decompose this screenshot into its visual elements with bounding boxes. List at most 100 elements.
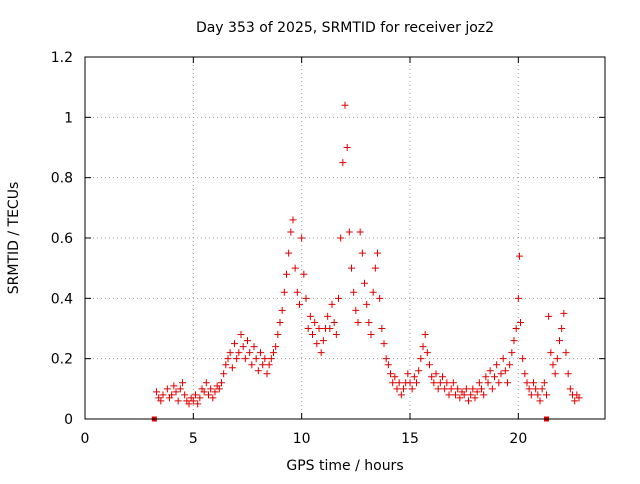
data-point bbox=[170, 382, 178, 390]
data-point bbox=[222, 361, 230, 369]
data-point bbox=[540, 379, 548, 387]
y-tick-label: 1.2 bbox=[51, 50, 73, 66]
data-point bbox=[345, 228, 353, 236]
grid-lines bbox=[85, 57, 605, 419]
data-point bbox=[564, 370, 572, 378]
data-point bbox=[205, 391, 212, 399]
data-points bbox=[151, 101, 583, 422]
data-point bbox=[241, 355, 249, 363]
data-point bbox=[387, 370, 394, 378]
data-point bbox=[237, 331, 245, 339]
data-point bbox=[491, 373, 498, 381]
data-point bbox=[506, 361, 514, 369]
data-point bbox=[328, 300, 336, 308]
data-point bbox=[228, 364, 236, 372]
data-point bbox=[441, 385, 449, 393]
y-tick-label: 0.4 bbox=[51, 291, 73, 307]
data-point bbox=[233, 355, 241, 363]
data-point bbox=[330, 318, 338, 326]
data-point bbox=[532, 385, 540, 393]
data-point bbox=[445, 391, 453, 399]
data-point bbox=[575, 394, 583, 402]
data-point bbox=[369, 288, 377, 296]
data-point bbox=[200, 388, 208, 396]
data-point bbox=[380, 340, 388, 348]
data-point bbox=[317, 349, 325, 357]
data-point bbox=[302, 294, 310, 302]
data-point bbox=[475, 379, 483, 387]
data-point bbox=[254, 367, 262, 375]
tick-labels: 0 5 10 15 20 0 0.2 0.4 0.6 0.8 1 1.2 bbox=[51, 50, 528, 447]
data-point bbox=[374, 249, 381, 257]
data-point bbox=[272, 343, 280, 351]
data-point bbox=[341, 101, 349, 109]
data-point bbox=[393, 385, 401, 393]
data-point bbox=[454, 385, 462, 393]
data-point bbox=[413, 379, 420, 387]
data-point bbox=[456, 394, 464, 402]
data-point bbox=[153, 388, 160, 396]
data-point bbox=[304, 325, 312, 332]
data-point bbox=[499, 355, 507, 363]
data-point bbox=[495, 379, 503, 387]
data-point bbox=[332, 331, 340, 339]
data-point bbox=[283, 270, 290, 278]
data-point bbox=[432, 370, 440, 378]
data-point bbox=[439, 373, 446, 381]
data-point bbox=[261, 355, 269, 363]
data-point bbox=[354, 318, 362, 326]
data-point bbox=[480, 391, 488, 399]
data-point bbox=[263, 370, 271, 378]
data-point bbox=[473, 388, 481, 396]
data-point bbox=[497, 370, 505, 378]
data-point bbox=[371, 264, 379, 272]
data-point bbox=[382, 355, 390, 363]
data-point bbox=[335, 294, 342, 302]
data-point bbox=[202, 379, 210, 387]
data-point bbox=[274, 331, 282, 339]
data-point bbox=[465, 397, 472, 405]
data-point bbox=[365, 318, 373, 326]
data-point bbox=[319, 337, 327, 345]
data-point bbox=[525, 385, 533, 393]
data-point bbox=[226, 349, 234, 357]
data-point bbox=[530, 379, 537, 387]
data-point bbox=[163, 385, 171, 393]
data-point bbox=[419, 343, 427, 351]
data-point bbox=[488, 385, 496, 393]
data-point bbox=[447, 385, 455, 393]
data-point bbox=[400, 385, 407, 393]
x-tick-label: 10 bbox=[293, 431, 311, 447]
data-point bbox=[436, 379, 444, 387]
data-point bbox=[389, 379, 397, 387]
data-point bbox=[543, 391, 550, 399]
data-point bbox=[551, 370, 559, 378]
data-point bbox=[395, 379, 403, 387]
data-point bbox=[235, 349, 243, 357]
data-point bbox=[547, 349, 555, 357]
data-point bbox=[326, 325, 334, 332]
data-point bbox=[471, 394, 479, 402]
data-point bbox=[313, 340, 321, 348]
y-tick-label: 0.8 bbox=[51, 171, 73, 187]
y-tick-label: 1 bbox=[64, 110, 73, 126]
data-point bbox=[159, 391, 167, 399]
data-point bbox=[562, 349, 570, 357]
data-point bbox=[289, 216, 297, 224]
data-point bbox=[410, 373, 418, 381]
data-point bbox=[179, 379, 186, 387]
data-point bbox=[460, 391, 468, 399]
data-point bbox=[174, 397, 182, 405]
data-point bbox=[343, 144, 351, 151]
data-point bbox=[452, 391, 459, 399]
data-point bbox=[291, 264, 299, 272]
data-point bbox=[337, 234, 345, 242]
data-point bbox=[356, 228, 364, 236]
data-point bbox=[350, 288, 358, 296]
data-point bbox=[527, 391, 535, 399]
data-point bbox=[259, 361, 267, 369]
data-point bbox=[348, 264, 355, 272]
data-point bbox=[367, 331, 375, 339]
y-tick-label: 0.2 bbox=[51, 352, 73, 368]
